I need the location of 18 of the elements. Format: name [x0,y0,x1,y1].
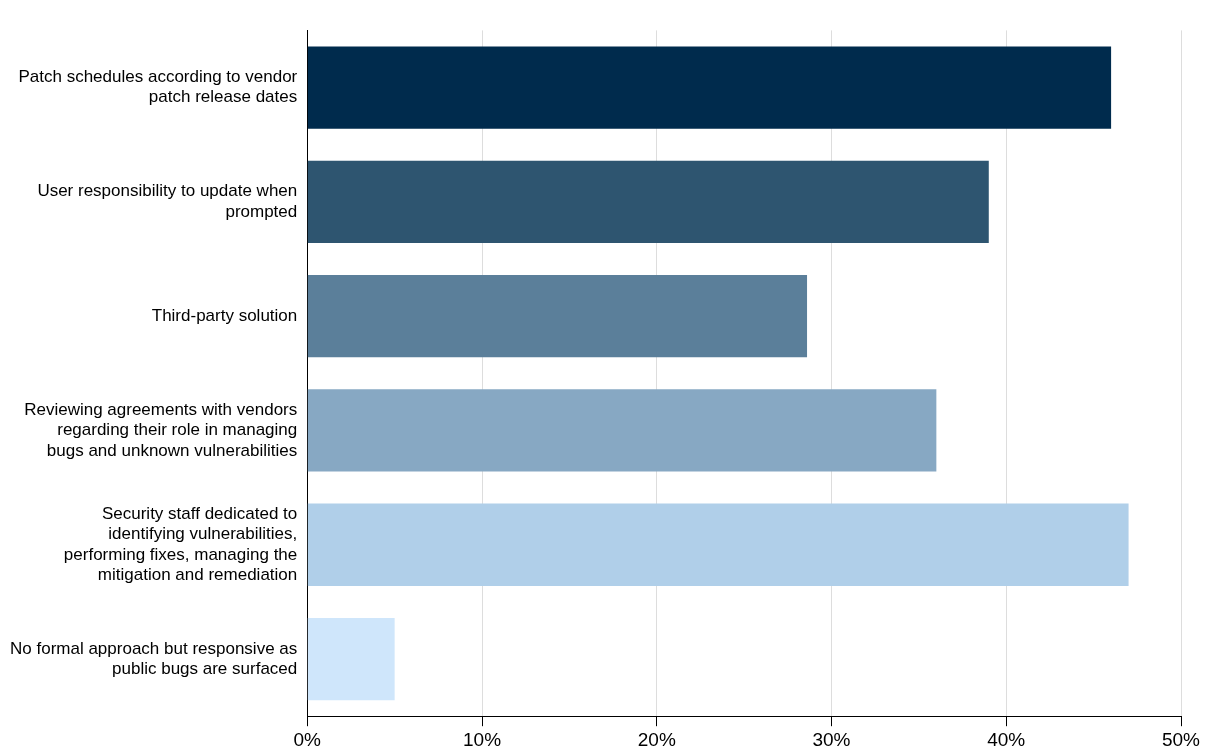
y-tick-label: Patch schedules according to vendor patch release dates [18,67,298,107]
x-tick-label: 10% [463,728,502,750]
x-tick-label: 20% [637,728,676,750]
y-tick-label: Security staff dedicated to identifying vulnerabilities, performing fixes, managing the mitigation and remediation [63,503,298,585]
bar [307,617,395,701]
x-tick-label: 30% [812,728,851,750]
bar [307,160,989,243]
y-tick-label: No formal approach but responsive as public bugs are surfaced [10,638,298,678]
x-tick-label: 40% [987,728,1026,750]
bar [307,503,1129,586]
bar [307,389,937,472]
y-tick-label: Reviewing agreements with vendors regarding their role in managing bugs and unknown vulnerabilities [24,399,298,460]
bar [307,46,1112,129]
x-tick-label: 0% [293,728,322,750]
x-tick-label: 50% [1161,728,1201,750]
y-tick-label: User responsibility to update when prompted [37,181,298,221]
bar [307,275,808,358]
y-tick-label: Third-party solution [151,305,298,325]
